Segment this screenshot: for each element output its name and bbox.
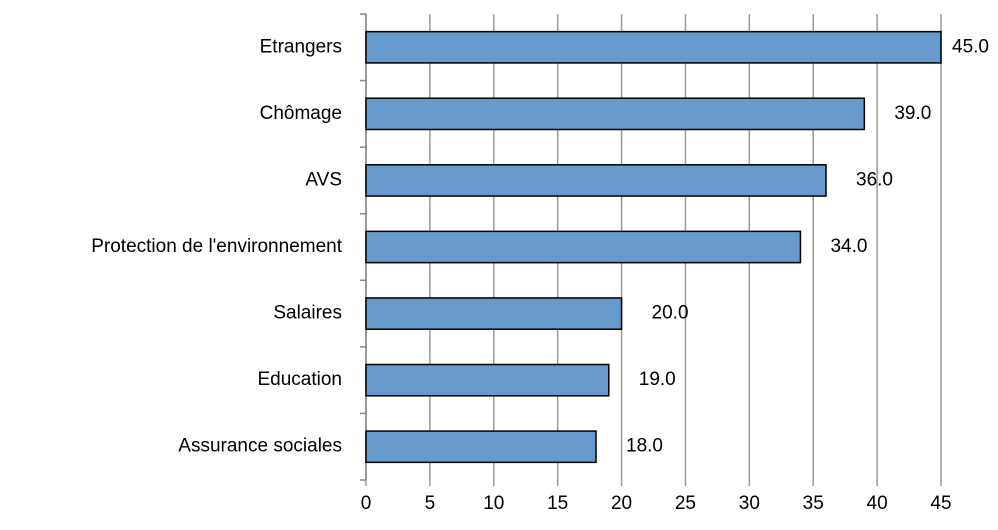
y-tick-label: AVS [305, 169, 342, 190]
y-tick-label: Chômage [260, 103, 342, 124]
bar [365, 297, 623, 330]
x-tick-label: 15 [547, 493, 568, 514]
bar [365, 30, 942, 64]
value-label: 36.0 [856, 169, 893, 190]
x-tick-label: 40 [867, 493, 888, 514]
value-label: 19.0 [639, 369, 676, 390]
value-label: 39.0 [894, 103, 931, 124]
y-tick-label: Etrangers [260, 36, 342, 57]
bar [365, 164, 827, 197]
x-tick-label: 45 [930, 493, 951, 514]
value-label: 34.0 [830, 236, 867, 257]
y-tick-label: Education [257, 369, 342, 390]
x-tick-label: 35 [803, 493, 824, 514]
y-tick-label: Assurance sociales [178, 436, 342, 457]
x-tick-label: 30 [739, 493, 760, 514]
bar [365, 230, 802, 264]
y-tick-label: Salaires [273, 303, 342, 324]
x-tick-label: 25 [675, 493, 696, 514]
x-tick-label: 0 [361, 493, 372, 514]
x-tick-label: 20 [611, 493, 632, 514]
bar [365, 363, 610, 397]
value-label: 45.0 [952, 36, 989, 57]
x-tick-label: 5 [425, 493, 436, 514]
y-tick-label: Protection de l'environnement [91, 236, 342, 257]
x-tick-label: 10 [483, 493, 504, 514]
bar [365, 97, 866, 131]
value-label: 20.0 [652, 303, 689, 324]
bar [365, 430, 597, 464]
value-label: 18.0 [626, 436, 663, 457]
